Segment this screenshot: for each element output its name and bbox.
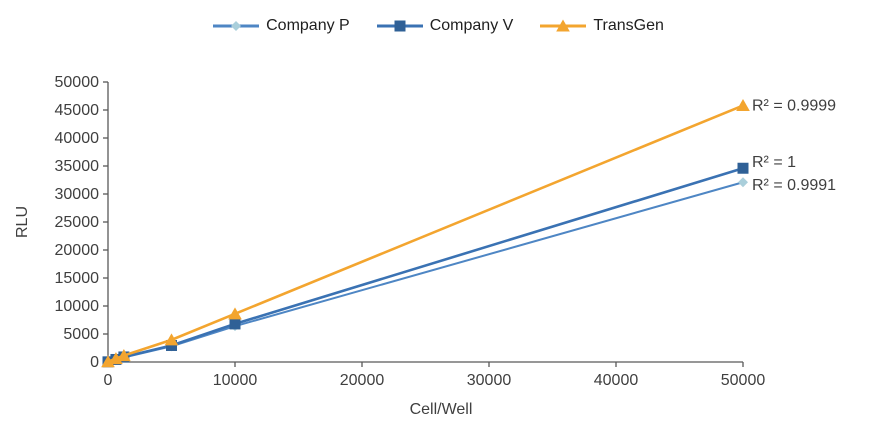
triangle-marker-icon bbox=[101, 355, 115, 368]
y-tick-label: 10000 bbox=[55, 298, 100, 315]
legend-label-company-p: Company P bbox=[266, 17, 350, 34]
triangle-marker-icon bbox=[109, 352, 123, 365]
square-marker-icon bbox=[229, 318, 241, 330]
square-marker-icon bbox=[394, 20, 406, 32]
x-tick-label: 10000 bbox=[213, 372, 258, 389]
y-tick-label: 40000 bbox=[55, 130, 100, 147]
y-tick-label: 20000 bbox=[55, 242, 100, 259]
r2-annotation-company-p: R² = 0.9991 bbox=[752, 177, 836, 194]
legend-swatch-company-v bbox=[376, 20, 423, 32]
legend-label-company-v: Company V bbox=[429, 17, 514, 34]
y-tick-label: 0 bbox=[90, 354, 99, 371]
triangle-marker-icon bbox=[736, 99, 750, 112]
triangle-marker-icon bbox=[164, 333, 179, 346]
x-tick-label: 20000 bbox=[340, 372, 385, 389]
series-line-transgen bbox=[107, 104, 744, 363]
r2-annotation-transgen: R² = 0.9999 bbox=[752, 98, 836, 115]
x-tick-label: 30000 bbox=[467, 372, 512, 389]
y-tick-label: 50000 bbox=[55, 74, 100, 91]
x-axis-title: Cell/Well bbox=[410, 401, 473, 418]
diamond-marker-icon bbox=[231, 21, 242, 31]
triangle-marker-icon bbox=[117, 349, 131, 362]
y-tick-label: 45000 bbox=[55, 102, 100, 119]
triangle-marker-icon bbox=[228, 307, 242, 320]
y-tick-label: 15000 bbox=[55, 270, 100, 287]
x-tick-label: 50000 bbox=[721, 372, 766, 389]
y-axis-title: RLU bbox=[14, 206, 31, 238]
legend-label-transgen: TransGen bbox=[593, 17, 664, 34]
legend-swatch-transgen bbox=[540, 19, 587, 32]
series-line-company-v bbox=[107, 166, 744, 364]
legend-item-company-v: Company V bbox=[376, 17, 514, 35]
y-tick-label: 25000 bbox=[55, 214, 100, 231]
r2-annotation-company-v: R² = 1 bbox=[752, 154, 796, 171]
legend-item-transgen: TransGen bbox=[540, 17, 664, 35]
triangle-marker-icon bbox=[556, 19, 571, 32]
y-tick-label: 35000 bbox=[55, 158, 100, 175]
axis-lines bbox=[107, 82, 743, 363]
square-marker-icon bbox=[737, 162, 749, 174]
legend-item-company-p: Company P bbox=[213, 17, 350, 35]
y-tick-label: 30000 bbox=[55, 186, 100, 203]
chart-legend: Company P Company V TransGen bbox=[0, 17, 877, 35]
x-tick-label: 0 bbox=[104, 372, 113, 389]
diamond-marker-icon bbox=[738, 177, 748, 188]
legend-swatch-company-p bbox=[213, 21, 260, 31]
x-tick-label: 40000 bbox=[594, 372, 639, 389]
y-tick-label: 5000 bbox=[63, 326, 99, 343]
